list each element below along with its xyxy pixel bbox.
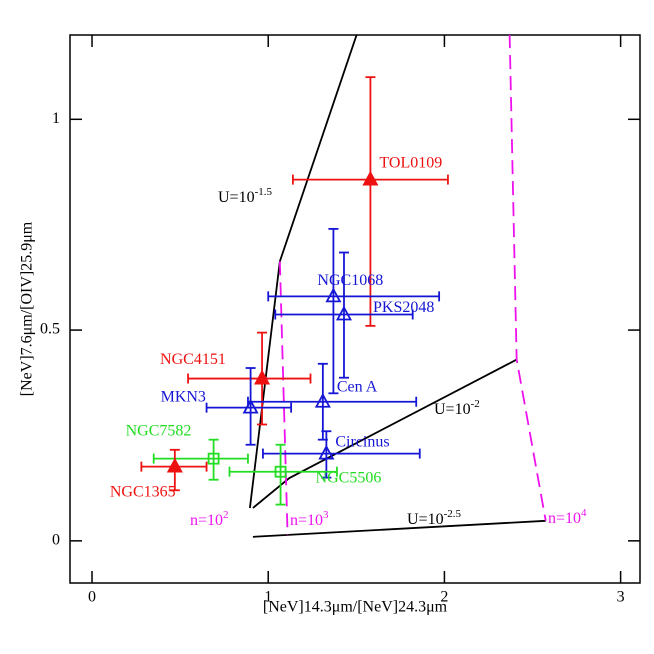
model-label: n=103 — [290, 509, 329, 529]
y-tick-label: 0 — [52, 532, 60, 549]
model-label-text: n=10 — [548, 510, 581, 527]
model-label-text: n=10 — [190, 512, 223, 529]
model-label-exponent: -2.5 — [444, 508, 462, 520]
marker — [335, 305, 352, 321]
point-label: MKN3 — [161, 388, 206, 405]
point-label: TOL0109 — [379, 154, 442, 171]
model-label: U=10-1.5 — [218, 186, 272, 206]
model-label: U=10-2 — [434, 398, 480, 418]
point-label: PKS2048 — [373, 299, 434, 316]
marker — [207, 452, 220, 465]
point-label: NGC7582 — [126, 422, 192, 439]
y-axis-label: [NeV]7.6μm/[OIV]25.9μm — [19, 221, 36, 396]
x-tick-label: 0 — [88, 589, 96, 606]
marker — [362, 170, 379, 186]
model-grid — [249, 35, 547, 538]
model-label-text: U=10 — [407, 511, 444, 528]
model-label-text: U=10 — [218, 189, 255, 206]
marker — [166, 457, 183, 473]
point-label: NGC1365 — [110, 483, 176, 500]
plot-frame — [69, 34, 641, 584]
point-label: NGC1068 — [317, 272, 383, 289]
y-tick-label: 0.5 — [40, 321, 60, 338]
model-label-exponent: 4 — [581, 507, 587, 519]
model-label-text: U=10 — [434, 401, 471, 418]
model-label-exponent: -1.5 — [255, 186, 273, 198]
marker — [325, 287, 342, 303]
model-label: n=104 — [548, 507, 587, 527]
model-line — [252, 358, 518, 509]
point-label: NGC5506 — [316, 469, 382, 486]
point-label: Cen A — [337, 378, 378, 395]
marker — [274, 465, 287, 478]
model-label-exponent: 2 — [223, 509, 229, 521]
x-axis-label: [NeV]14.3μm/[NeV]24.3μm — [263, 599, 448, 616]
x-tick-label: 1 — [264, 589, 272, 606]
x-tick-label: 3 — [617, 589, 625, 606]
model-line — [252, 519, 546, 538]
model-line — [278, 261, 289, 535]
model-label-text: n=10 — [290, 512, 323, 529]
model-label-exponent: -2 — [471, 398, 480, 410]
marker — [254, 369, 271, 385]
model-line — [508, 35, 547, 521]
marker — [318, 444, 335, 460]
model-label: n=102 — [190, 509, 229, 529]
x-tick-label: 2 — [440, 589, 448, 606]
model-label-exponent: 3 — [323, 509, 329, 521]
point-label: Circinus — [335, 433, 389, 450]
point-label: NGC4151 — [160, 351, 226, 368]
y-tick-label: 1 — [52, 110, 60, 127]
marker — [314, 392, 331, 408]
model-label: U=10-2.5 — [407, 508, 461, 528]
